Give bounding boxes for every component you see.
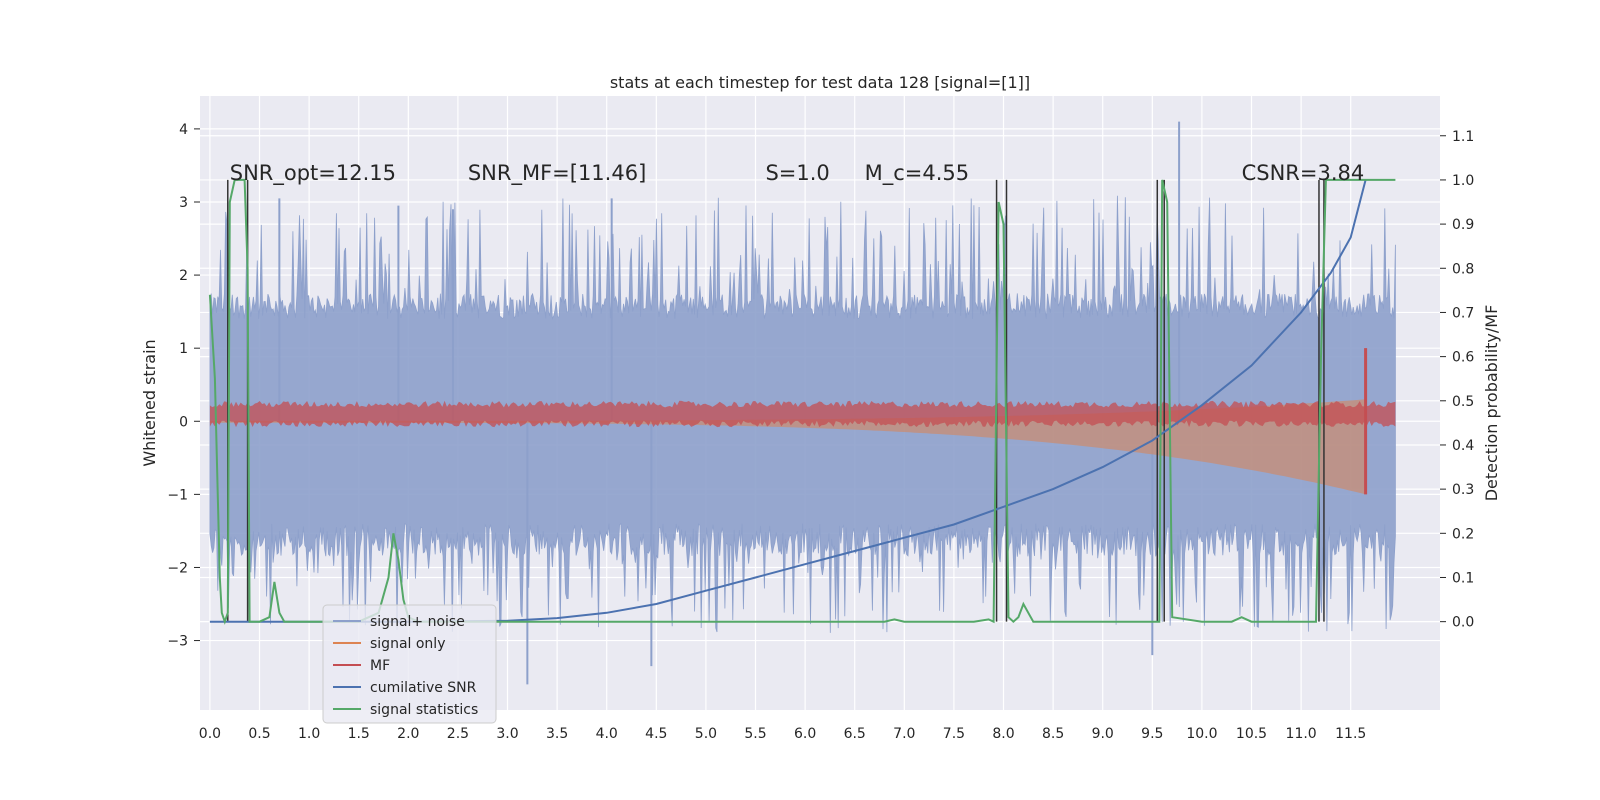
x-tick-label: 6.5 (844, 726, 866, 742)
y-right-tick-label: 0.6 (1452, 350, 1474, 366)
y-left-tick-label: 1 (179, 341, 188, 357)
x-tick-label: 11.5 (1335, 726, 1366, 742)
x-tick-label: 11.0 (1286, 726, 1317, 742)
annotation-layer: SNR_opt=12.15 SNR_MF=[11.46] S=1.0 M_c=4.55… (230, 161, 1364, 186)
x-tick-label: 1.0 (298, 726, 320, 742)
legend-label: MF (370, 658, 390, 674)
annotation-csnr: CSNR=3.84 (1242, 161, 1365, 185)
y-left-tick-label: 4 (179, 122, 188, 138)
legend-label: signal statistics (370, 702, 478, 718)
legend: signal+ noise signal only MF cumilative SNR… (322, 604, 497, 724)
x-tick-label: 6.0 (794, 726, 816, 742)
y-left-tick-label: −2 (167, 560, 188, 576)
x-tick-label: 0.0 (199, 726, 221, 742)
x-tick-label: 4.0 (596, 726, 618, 742)
y-axis-label-left: Whitened strain (140, 339, 159, 466)
annotation-snr-mf: SNR_MF=[11.46] (468, 161, 646, 186)
legend-label: cumilative SNR (370, 680, 477, 696)
x-tick-label: 10.0 (1186, 726, 1217, 742)
annotation-snr-opt: SNR_opt=12.15 (230, 161, 396, 186)
x-tick-label: 9.5 (1141, 726, 1163, 742)
chart-title: stats at each timestep for test data 128… (610, 73, 1030, 92)
x-tick-label: 9.0 (1092, 726, 1114, 742)
legend-label: signal+ noise (370, 614, 465, 630)
y-left-tick-label: 0 (179, 414, 188, 430)
x-tick-label: 10.5 (1236, 726, 1267, 742)
y-right-tick-label: 0.0 (1452, 615, 1474, 631)
y-left-tick-label: −1 (167, 487, 188, 503)
legend-label: signal only (370, 636, 445, 652)
y-right-tick-label: 0.9 (1452, 217, 1474, 233)
y-right-tick-label: 0.1 (1452, 570, 1474, 586)
x-tick-label: 5.0 (695, 726, 717, 742)
x-tick-label: 2.5 (447, 726, 469, 742)
series-mf (209, 400, 1396, 428)
y-right-tick-label: 0.8 (1452, 261, 1474, 277)
x-tick-label: 7.5 (943, 726, 965, 742)
x-tick-label: 8.0 (992, 726, 1014, 742)
y-axis-label-right: Detection probability/MF (1482, 305, 1501, 502)
x-tick-label: 8.5 (1042, 726, 1064, 742)
series-signal-only (209, 399, 1366, 495)
y-right-tick-label: 0.7 (1452, 305, 1474, 321)
y-right-tick-label: 0.5 (1452, 394, 1474, 410)
x-tick-label: 3.5 (546, 726, 568, 742)
y-right-tick-label: 0.3 (1452, 482, 1474, 498)
legend-box (322, 604, 497, 724)
y-right-tick-label: 1.0 (1452, 173, 1474, 189)
x-tick-label: 7.0 (893, 726, 915, 742)
annotation-s: S=1.0 (765, 161, 829, 185)
x-tick-label: 5.5 (744, 726, 766, 742)
x-tick-label: 4.5 (645, 726, 667, 742)
series-layer (208, 121, 1396, 685)
x-tick-label: 0.5 (248, 726, 270, 742)
series-signal-statistics (208, 178, 1396, 625)
x-tick-label: 2.0 (397, 726, 419, 742)
y-left-tick-label: 2 (179, 268, 188, 284)
y-left-tick-label: 3 (179, 195, 188, 211)
y-right-tick-label: 1.1 (1452, 129, 1474, 145)
y-left-tick-label: −3 (167, 634, 188, 650)
x-tick-label: 1.5 (348, 726, 370, 742)
annotation-mc: M_c=4.55 (865, 161, 970, 186)
axis-layer: 0.0 0.5 1.0 1.5 2.0 2.5 3.0 3.5 4.0 4.5 5.0 5.5 6.0 6… (167, 122, 1474, 742)
x-tick-label: 3.0 (496, 726, 518, 742)
y-right-tick-label: 0.4 (1452, 438, 1474, 454)
y-right-tick-label: 0.2 (1452, 526, 1474, 542)
